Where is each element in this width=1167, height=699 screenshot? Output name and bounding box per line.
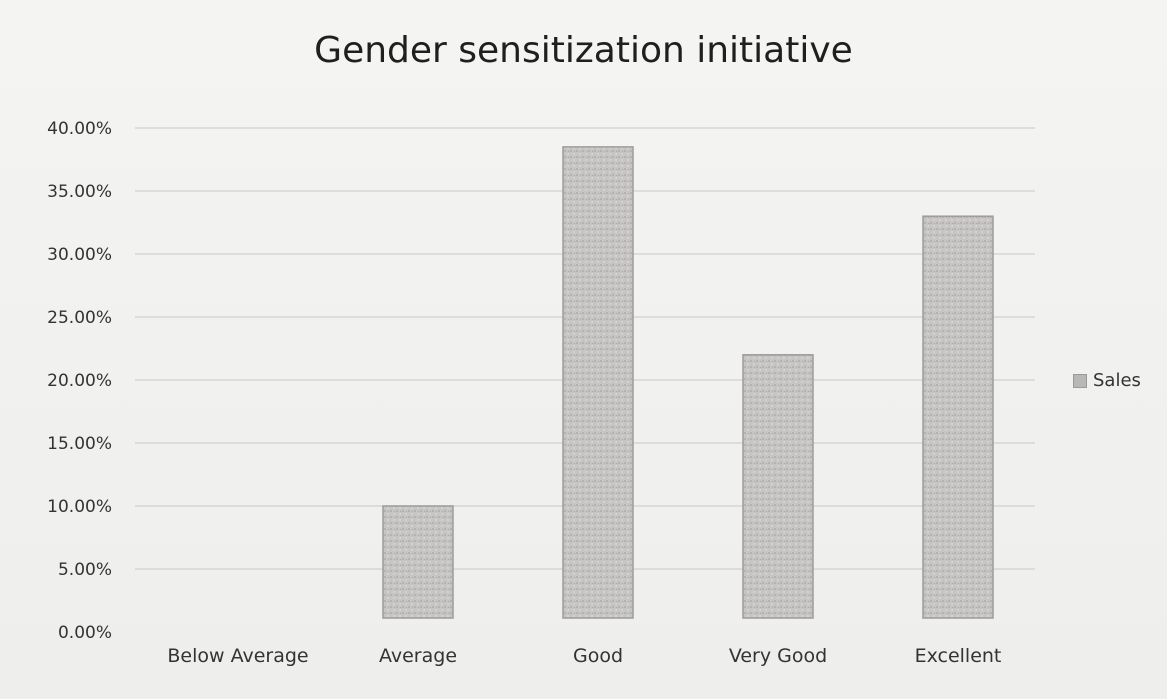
legend-swatch	[1073, 373, 1087, 388]
x-category-label: Very Good	[729, 645, 827, 667]
x-category-label: Average	[379, 645, 457, 667]
x-axis-category-labels: Below Average Average Good Very Good Excelle…	[167, 645, 1001, 667]
y-axis-tick-labels: 0.00% 5.00% 10.00% 15.00% 20.00% 25.00% 30.00%…	[47, 119, 112, 643]
bar-very-good	[742, 354, 814, 619]
y-tick-label: 10.00%	[47, 497, 112, 517]
bar-average	[382, 505, 454, 619]
y-tick-label: 25.00%	[47, 308, 112, 328]
y-tick-label: 30.00%	[47, 245, 112, 265]
chart-title: Gender sensitization initiative	[314, 30, 853, 71]
y-tick-label: 20.00%	[47, 371, 112, 391]
x-category-label: Below Average	[167, 645, 308, 667]
y-tick-label: 0.00%	[58, 623, 112, 643]
y-tick-label: 40.00%	[47, 119, 112, 139]
x-category-label: Good	[573, 645, 623, 667]
bar-good	[562, 146, 634, 619]
y-tick-label: 15.00%	[47, 434, 112, 454]
legend: Sales	[1073, 370, 1141, 391]
x-category-label: Excellent	[915, 645, 1002, 667]
bars	[382, 146, 994, 619]
y-tick-label: 35.00%	[47, 182, 112, 202]
legend-label: Sales	[1093, 370, 1141, 391]
y-tick-label: 5.00%	[58, 560, 112, 580]
bar-excellent	[922, 215, 994, 619]
